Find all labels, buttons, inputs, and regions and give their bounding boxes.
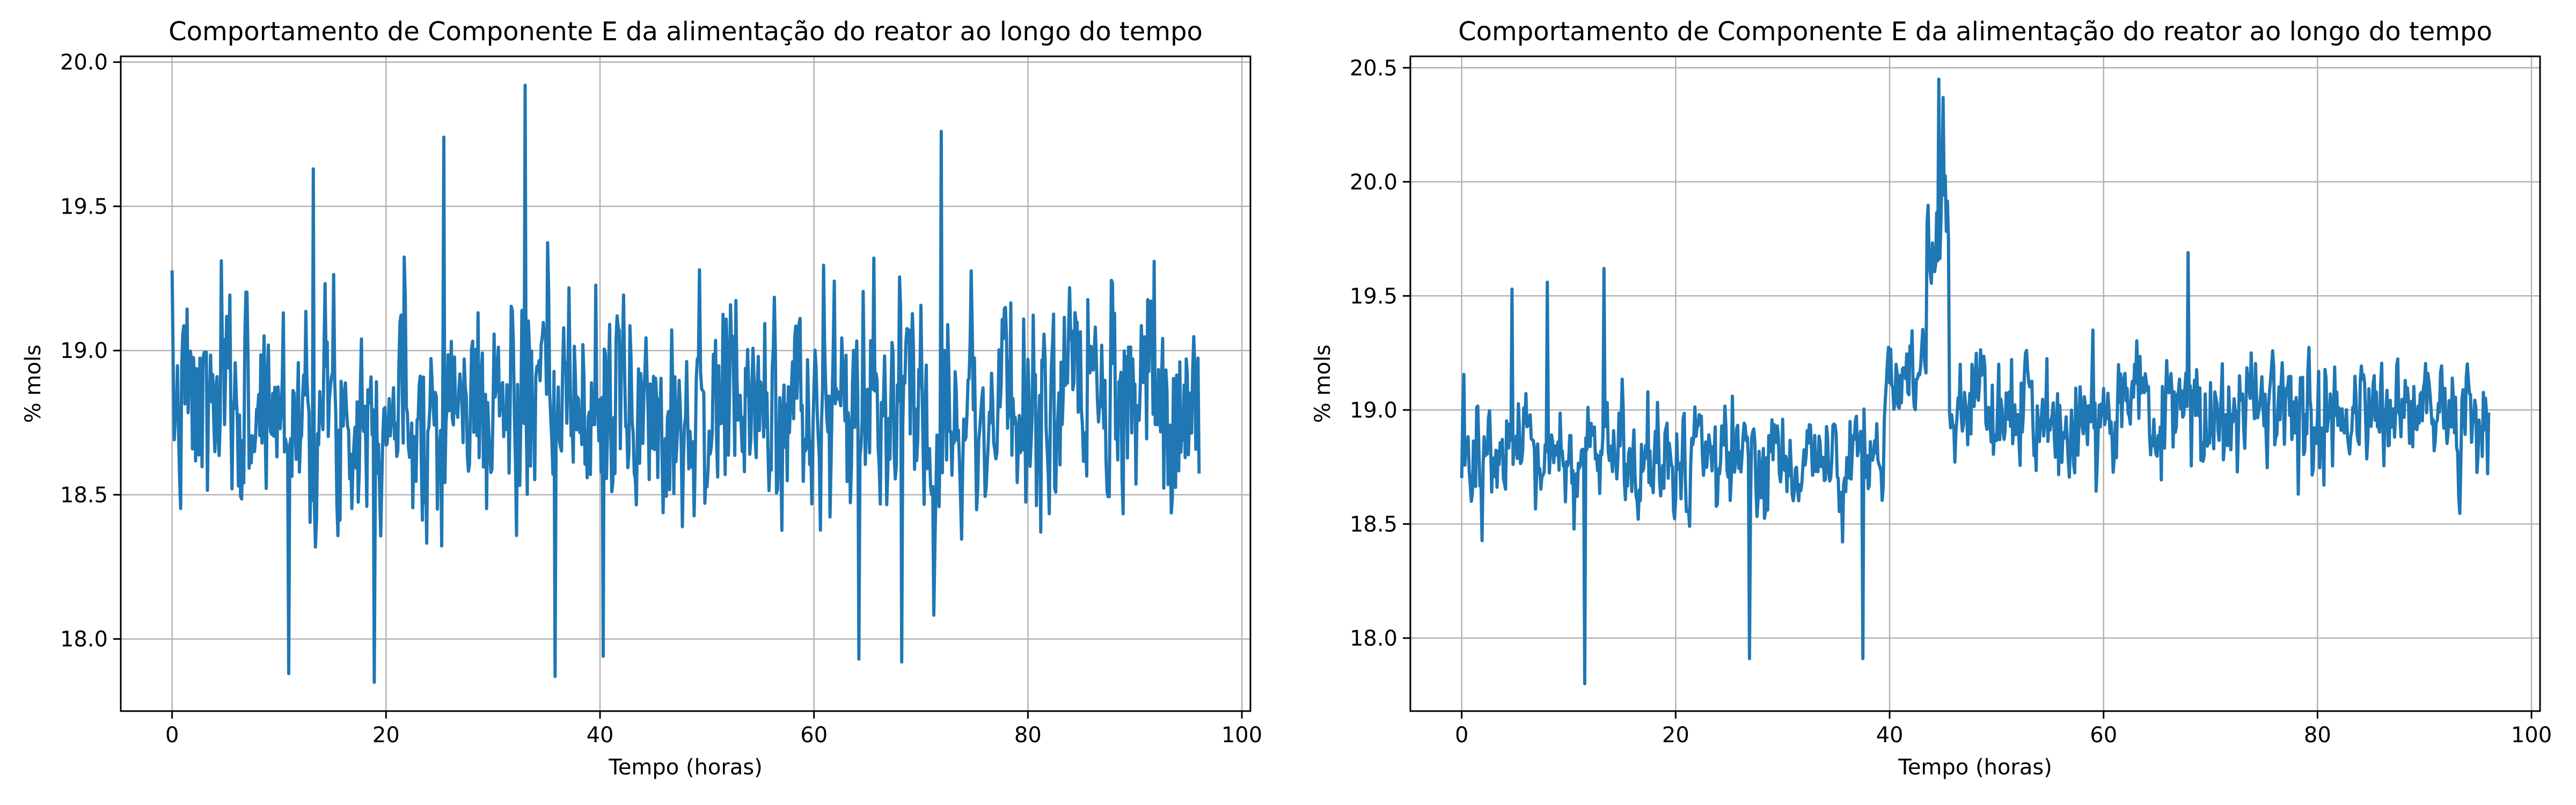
x-tick-label: 100 <box>1221 723 1262 748</box>
y-ticks-left: 18.0 18.5 19.0 19.5 20.0 <box>60 50 121 652</box>
x-tick-label: 40 <box>1876 723 1904 748</box>
x-tick-label: 20 <box>372 723 400 748</box>
chart-title-left: Comportamento de Componente E da aliment… <box>169 17 1203 47</box>
y-tick-label: 20.0 <box>1350 170 1397 195</box>
x-tick-label: 60 <box>2090 723 2117 748</box>
axes-frame-right <box>1409 55 2541 712</box>
axes-frame-left <box>120 55 1252 712</box>
y-tick-label: 19.5 <box>60 194 108 219</box>
y-tick-label: 20.0 <box>60 50 108 75</box>
chart-left: 0 20 40 60 80 100 18.0 18.5 19.0 19.5 20.0 Compor… <box>21 17 1262 780</box>
grid-right <box>1410 56 2540 711</box>
y-axis-label-left: % mols <box>21 345 46 423</box>
y-tick-label: 18.0 <box>60 627 108 652</box>
x-ticks-right: 0 20 40 60 80 100 <box>1455 711 2552 748</box>
series-line-left <box>170 83 1201 684</box>
y-tick-label: 20.5 <box>1350 56 1397 80</box>
chart-title-right: Comportamento de Componente E da aliment… <box>1458 17 2492 47</box>
x-axis-label-right: Tempo (horas) <box>1898 755 2052 780</box>
x-tick-label: 20 <box>1662 723 1689 748</box>
x-tick-label: 60 <box>800 723 828 748</box>
x-tick-label: 80 <box>1014 723 1042 748</box>
chart-right: 0 20 40 60 80 100 18.0 18.5 19.0 19.5 20.0 20.5 Co… <box>1311 17 2552 780</box>
y-tick-label: 19.0 <box>60 339 108 363</box>
x-tick-label: 80 <box>2304 723 2331 748</box>
y-axis-label-right: % mols <box>1311 345 1335 423</box>
x-tick-label: 40 <box>587 723 614 748</box>
series-line-right <box>1460 77 2491 685</box>
y-tick-label: 18.5 <box>1350 512 1397 537</box>
x-tick-label: 100 <box>2511 723 2552 748</box>
y-ticks-right: 18.0 18.5 19.0 19.5 20.0 20.5 <box>1350 56 1410 651</box>
y-tick-label: 18.5 <box>60 483 108 508</box>
x-tick-label: 0 <box>165 723 179 748</box>
x-ticks-left: 0 20 40 60 80 100 <box>165 711 1262 748</box>
y-tick-label: 18.0 <box>1350 626 1397 651</box>
x-axis-label-left: Tempo (horas) <box>608 755 763 780</box>
x-tick-label: 0 <box>1455 723 1468 748</box>
y-tick-label: 19.0 <box>1350 398 1397 423</box>
y-tick-label: 19.5 <box>1350 284 1397 309</box>
